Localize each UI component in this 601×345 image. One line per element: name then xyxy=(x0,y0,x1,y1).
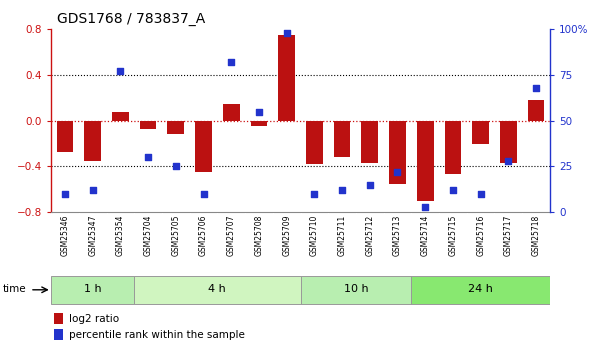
Bar xyxy=(54,329,63,340)
Text: GSM25707: GSM25707 xyxy=(227,215,236,256)
Bar xyxy=(51,276,134,304)
Point xyxy=(115,69,125,74)
Point xyxy=(421,204,430,209)
Text: GSM25706: GSM25706 xyxy=(199,215,208,256)
Bar xyxy=(300,276,411,304)
Point xyxy=(476,191,486,197)
Point xyxy=(448,187,458,193)
Point xyxy=(143,155,153,160)
Bar xyxy=(56,121,73,151)
Point xyxy=(504,158,513,164)
Bar xyxy=(84,121,101,161)
Text: GSM25718: GSM25718 xyxy=(531,215,540,256)
Bar xyxy=(112,112,129,121)
Bar xyxy=(195,121,212,172)
Text: GSM25717: GSM25717 xyxy=(504,215,513,256)
Bar xyxy=(278,35,295,121)
Text: GSM25711: GSM25711 xyxy=(338,215,347,256)
Bar xyxy=(223,104,240,121)
Point xyxy=(282,30,291,36)
Bar xyxy=(411,276,550,304)
Bar xyxy=(54,313,63,324)
Text: GSM25354: GSM25354 xyxy=(116,215,125,256)
Bar xyxy=(251,121,267,127)
Text: 4 h: 4 h xyxy=(209,284,226,294)
Bar xyxy=(472,121,489,144)
Text: GSM25346: GSM25346 xyxy=(61,215,70,256)
Point xyxy=(337,187,347,193)
Point xyxy=(365,182,374,187)
Text: GSM25709: GSM25709 xyxy=(282,215,291,256)
Text: percentile rank within the sample: percentile rank within the sample xyxy=(69,330,245,340)
Text: 10 h: 10 h xyxy=(344,284,368,294)
Bar xyxy=(389,121,406,184)
Point xyxy=(531,85,541,91)
Point xyxy=(88,187,97,193)
Text: GSM25712: GSM25712 xyxy=(365,215,374,256)
Text: GSM25347: GSM25347 xyxy=(88,215,97,256)
Point xyxy=(171,164,181,169)
Text: GSM25710: GSM25710 xyxy=(310,215,319,256)
Text: log2 ratio: log2 ratio xyxy=(69,314,119,324)
Point xyxy=(254,109,264,115)
Bar xyxy=(168,121,184,135)
Text: GDS1768 / 783837_A: GDS1768 / 783837_A xyxy=(57,12,206,26)
Point xyxy=(60,191,70,197)
Point xyxy=(227,59,236,65)
Bar xyxy=(528,100,545,121)
Bar xyxy=(445,121,461,175)
Bar xyxy=(417,121,433,201)
Text: 1 h: 1 h xyxy=(84,284,102,294)
Bar xyxy=(134,276,300,304)
Text: GSM25714: GSM25714 xyxy=(421,215,430,256)
Text: time: time xyxy=(3,284,26,294)
Point xyxy=(199,191,209,197)
Text: GSM25704: GSM25704 xyxy=(144,215,153,256)
Point xyxy=(392,169,402,175)
Text: GSM25705: GSM25705 xyxy=(171,215,180,256)
Text: GSM25708: GSM25708 xyxy=(254,215,263,256)
Bar xyxy=(140,121,156,129)
Bar xyxy=(361,121,378,163)
Point xyxy=(310,191,319,197)
Text: GSM25716: GSM25716 xyxy=(476,215,485,256)
Bar xyxy=(334,121,350,157)
Text: GSM25715: GSM25715 xyxy=(448,215,457,256)
Text: GSM25713: GSM25713 xyxy=(393,215,402,256)
Bar xyxy=(306,121,323,164)
Text: 24 h: 24 h xyxy=(468,284,493,294)
Bar xyxy=(500,121,517,163)
